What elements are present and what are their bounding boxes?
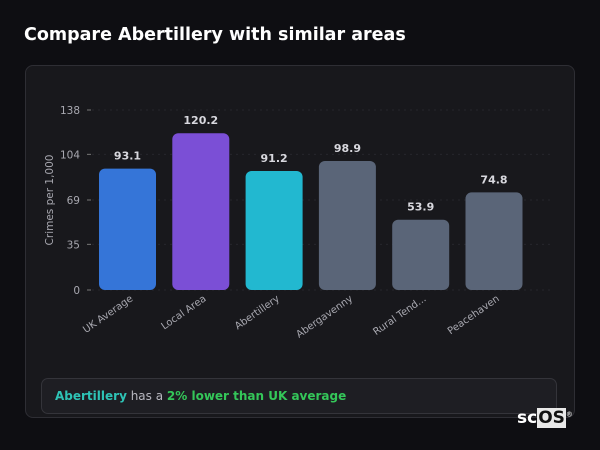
data-label: 53.9 <box>407 201 434 214</box>
x-tick-label: Local Area <box>160 293 209 332</box>
data-label: 98.9 <box>334 142 361 155</box>
x-tick-label: Rural Tend... <box>371 293 428 337</box>
comparison-summary: Abertillery has a 2% lower than UK avera… <box>41 378 557 414</box>
bar-1 <box>172 133 230 290</box>
bar-2 <box>245 171 303 290</box>
data-label: 120.2 <box>183 114 218 127</box>
bar-0 <box>99 168 156 290</box>
x-tick-label: UK Average <box>81 293 135 335</box>
data-label: 91.2 <box>261 152 288 165</box>
y-tick-label: 138 <box>60 105 80 117</box>
area-name: Abertillery <box>55 389 127 403</box>
y-axis-label: Crimes per 1,000 <box>44 155 56 246</box>
bar-5 <box>465 192 523 290</box>
bar-3 <box>318 161 376 290</box>
page-title: Compare Abertillery with similar areas <box>24 25 406 45</box>
x-tick-label: Peacehaven <box>446 293 502 337</box>
x-tick-label: Abertillery <box>233 293 282 332</box>
x-tick-label: Abergavenny <box>294 293 355 340</box>
y-tick-label: 35 <box>67 239 80 251</box>
bar-4 <box>392 219 450 290</box>
y-tick-label: 104 <box>60 149 80 161</box>
comparison-value: 2% lower than UK average <box>166 389 347 403</box>
y-tick-label: 69 <box>67 195 80 207</box>
data-label: 74.8 <box>480 173 507 186</box>
summary-text: has a <box>126 389 167 403</box>
y-tick-label: 0 <box>73 285 80 297</box>
data-label: 93.1 <box>114 150 141 163</box>
scos-logo: scOS® <box>517 408 573 428</box>
